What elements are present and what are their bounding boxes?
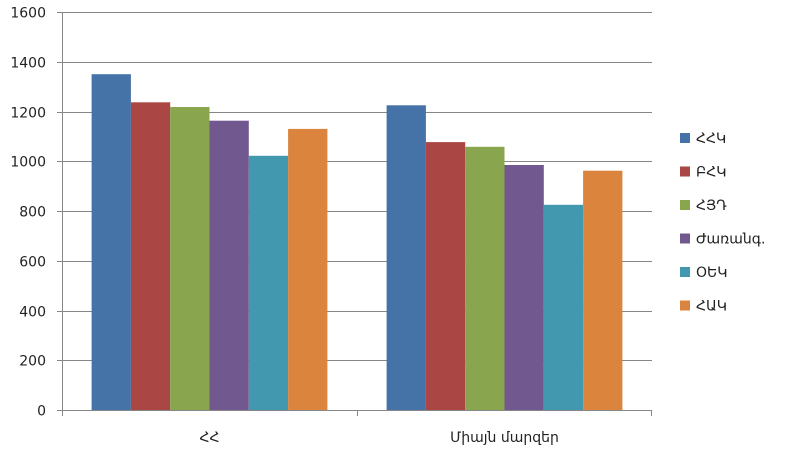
legend-label: ԲՀԿ — [696, 165, 727, 181]
legend-label: ՀՅԴ — [696, 198, 727, 214]
bar — [130, 102, 171, 411]
legend: ՀՀԿ ԲՀԿ ՀՅԴ Ժառանգ. ՕԵԿ ՀԱԿ — [680, 131, 765, 315]
axes: 0 200 400 600 800 1000 1200 1400 1600 ՀՀ Միայն մար… — [10, 6, 652, 446]
legend-swatch — [680, 133, 690, 143]
bar — [543, 204, 584, 410]
legend-swatch — [680, 267, 690, 277]
legend-label: ՀՀԿ — [696, 131, 726, 147]
y-tick-label: 0 — [37, 404, 46, 420]
bar — [425, 142, 466, 410]
y-tick-label: 400 — [19, 305, 46, 321]
legend-swatch — [680, 300, 690, 311]
x-category-label: ՀՀ — [199, 430, 219, 446]
x-category-label: Միայն մարզեր — [450, 430, 559, 446]
y-tick-label: 200 — [19, 354, 46, 370]
bar — [504, 165, 544, 410]
bar — [248, 155, 289, 410]
bar — [583, 170, 623, 410]
y-tick-label: 1000 — [10, 155, 46, 171]
legend-label: ՀԱԿ — [696, 299, 727, 315]
legend-label: ՕԵԿ — [696, 265, 728, 281]
bar — [209, 120, 249, 410]
legend-label: Ժառանգ. — [696, 232, 765, 248]
legend-swatch — [680, 166, 690, 177]
legend-swatch — [680, 233, 690, 244]
bar — [91, 74, 131, 410]
y-tick-label: 1400 — [10, 56, 46, 72]
y-tick-label: 600 — [19, 255, 46, 271]
legend-swatch — [680, 200, 690, 210]
bar — [170, 107, 210, 410]
y-tick-label: 1600 — [10, 6, 46, 22]
bar — [288, 128, 328, 410]
bar — [386, 105, 426, 411]
bars — [91, 74, 623, 411]
y-tick-label: 1200 — [10, 106, 46, 122]
bar — [465, 146, 505, 411]
y-tick-label: 800 — [19, 205, 46, 221]
